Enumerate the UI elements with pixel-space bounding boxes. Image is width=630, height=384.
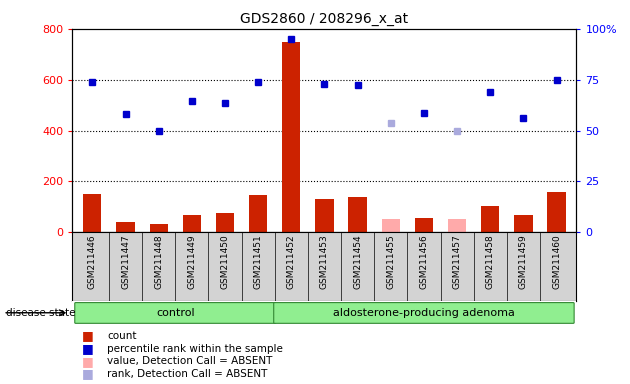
Bar — [183, 215, 201, 232]
Title: GDS2860 / 208296_x_at: GDS2860 / 208296_x_at — [241, 12, 408, 26]
Bar — [117, 222, 135, 232]
Text: ■: ■ — [82, 342, 94, 355]
Text: GSM211456: GSM211456 — [420, 234, 428, 289]
Text: GSM211460: GSM211460 — [552, 234, 561, 289]
Text: GSM211452: GSM211452 — [287, 234, 296, 289]
Bar — [348, 197, 367, 232]
Text: GSM211457: GSM211457 — [452, 234, 462, 289]
Text: value, Detection Call = ABSENT: value, Detection Call = ABSENT — [107, 356, 273, 366]
Text: ■: ■ — [82, 329, 94, 343]
Text: GSM211459: GSM211459 — [519, 234, 528, 289]
Bar — [149, 224, 168, 232]
Bar — [316, 199, 333, 232]
Text: percentile rank within the sample: percentile rank within the sample — [107, 344, 283, 354]
Text: ■: ■ — [82, 367, 94, 381]
Text: count: count — [107, 331, 137, 341]
Bar — [382, 219, 400, 232]
Text: GSM211458: GSM211458 — [486, 234, 495, 289]
Bar — [448, 219, 466, 232]
Bar — [83, 194, 101, 232]
FancyBboxPatch shape — [273, 303, 574, 323]
Bar — [216, 213, 234, 232]
Text: disease state: disease state — [6, 308, 76, 318]
Text: GSM211446: GSM211446 — [88, 234, 97, 289]
Bar — [415, 218, 433, 232]
Text: ■: ■ — [82, 355, 94, 368]
Text: GSM211451: GSM211451 — [254, 234, 263, 289]
Text: aldosterone-producing adenoma: aldosterone-producing adenoma — [333, 308, 515, 318]
Bar — [547, 192, 566, 232]
Text: control: control — [156, 308, 195, 318]
Bar — [282, 41, 301, 232]
Text: rank, Detection Call = ABSENT: rank, Detection Call = ABSENT — [107, 369, 268, 379]
Text: GSM211448: GSM211448 — [154, 234, 163, 289]
Bar — [514, 215, 532, 232]
Text: GSM211453: GSM211453 — [320, 234, 329, 289]
FancyBboxPatch shape — [75, 303, 276, 323]
Text: GSM211450: GSM211450 — [220, 234, 229, 289]
Text: GSM211449: GSM211449 — [187, 234, 197, 289]
Bar — [249, 195, 267, 232]
Bar — [481, 205, 500, 232]
Text: GSM211454: GSM211454 — [353, 234, 362, 289]
Text: GSM211447: GSM211447 — [121, 234, 130, 289]
Text: GSM211455: GSM211455 — [386, 234, 395, 289]
